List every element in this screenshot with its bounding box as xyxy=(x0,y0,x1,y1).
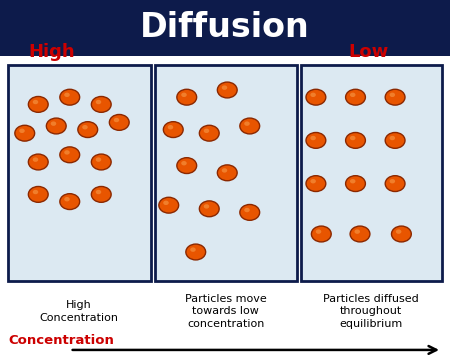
Circle shape xyxy=(33,190,38,194)
Circle shape xyxy=(96,100,101,104)
Circle shape xyxy=(28,96,48,112)
Circle shape xyxy=(222,85,227,90)
Circle shape xyxy=(199,201,219,217)
Circle shape xyxy=(310,136,316,140)
Circle shape xyxy=(204,204,209,209)
Circle shape xyxy=(390,136,395,140)
Circle shape xyxy=(15,125,35,141)
Circle shape xyxy=(306,132,326,148)
Text: Particles move
towards low
concentration: Particles move towards low concentration xyxy=(185,294,267,329)
Circle shape xyxy=(82,125,88,130)
Circle shape xyxy=(64,197,70,202)
Circle shape xyxy=(350,226,370,242)
Circle shape xyxy=(64,150,70,155)
Bar xyxy=(0,0,450,56)
Circle shape xyxy=(346,132,365,148)
Bar xyxy=(155,65,297,281)
Circle shape xyxy=(91,154,111,170)
Text: Low: Low xyxy=(349,43,389,61)
Circle shape xyxy=(19,129,25,133)
Circle shape xyxy=(385,132,405,148)
Circle shape xyxy=(217,82,237,98)
Circle shape xyxy=(310,179,316,184)
Circle shape xyxy=(390,179,395,184)
Circle shape xyxy=(60,194,80,210)
Circle shape xyxy=(186,244,206,260)
Circle shape xyxy=(350,136,356,140)
Circle shape xyxy=(96,190,101,194)
Circle shape xyxy=(346,89,365,105)
Text: Diffusion: Diffusion xyxy=(140,12,310,44)
Circle shape xyxy=(114,118,119,122)
Circle shape xyxy=(385,89,405,105)
Circle shape xyxy=(350,179,356,184)
Circle shape xyxy=(33,100,38,104)
Circle shape xyxy=(163,201,169,205)
Circle shape xyxy=(204,129,209,133)
Circle shape xyxy=(28,154,48,170)
Circle shape xyxy=(91,186,111,202)
Circle shape xyxy=(244,121,250,126)
Circle shape xyxy=(96,157,101,162)
Circle shape xyxy=(177,89,197,105)
Circle shape xyxy=(244,208,250,212)
Circle shape xyxy=(346,176,365,192)
Bar xyxy=(301,65,442,281)
Circle shape xyxy=(222,168,227,173)
Circle shape xyxy=(311,226,331,242)
Circle shape xyxy=(168,125,173,130)
Circle shape xyxy=(181,93,187,97)
Circle shape xyxy=(91,96,111,112)
Circle shape xyxy=(163,122,183,138)
Circle shape xyxy=(350,93,356,97)
Text: Particles diffused
throughout
equilibrium: Particles diffused throughout equilibriu… xyxy=(324,294,419,329)
Text: High
Concentration: High Concentration xyxy=(40,300,119,323)
Circle shape xyxy=(64,93,70,97)
Circle shape xyxy=(60,89,80,105)
Circle shape xyxy=(306,89,326,105)
Circle shape xyxy=(310,93,316,97)
Circle shape xyxy=(109,114,129,130)
Circle shape xyxy=(78,122,98,138)
Circle shape xyxy=(392,226,411,242)
Circle shape xyxy=(181,161,187,166)
Circle shape xyxy=(60,147,80,163)
Circle shape xyxy=(190,247,196,252)
Bar xyxy=(8,65,151,281)
Circle shape xyxy=(51,121,56,126)
Text: High: High xyxy=(28,43,75,61)
Circle shape xyxy=(240,204,260,220)
Circle shape xyxy=(177,158,197,174)
Circle shape xyxy=(28,186,48,202)
Circle shape xyxy=(385,176,405,192)
Circle shape xyxy=(199,125,219,141)
Circle shape xyxy=(306,176,326,192)
Circle shape xyxy=(390,93,395,97)
Text: Concentration: Concentration xyxy=(8,334,114,347)
Circle shape xyxy=(46,118,66,134)
Circle shape xyxy=(217,165,237,181)
Circle shape xyxy=(33,157,38,162)
Circle shape xyxy=(240,118,260,134)
Circle shape xyxy=(355,229,360,234)
Circle shape xyxy=(159,197,179,213)
Circle shape xyxy=(396,229,401,234)
Circle shape xyxy=(316,229,321,234)
